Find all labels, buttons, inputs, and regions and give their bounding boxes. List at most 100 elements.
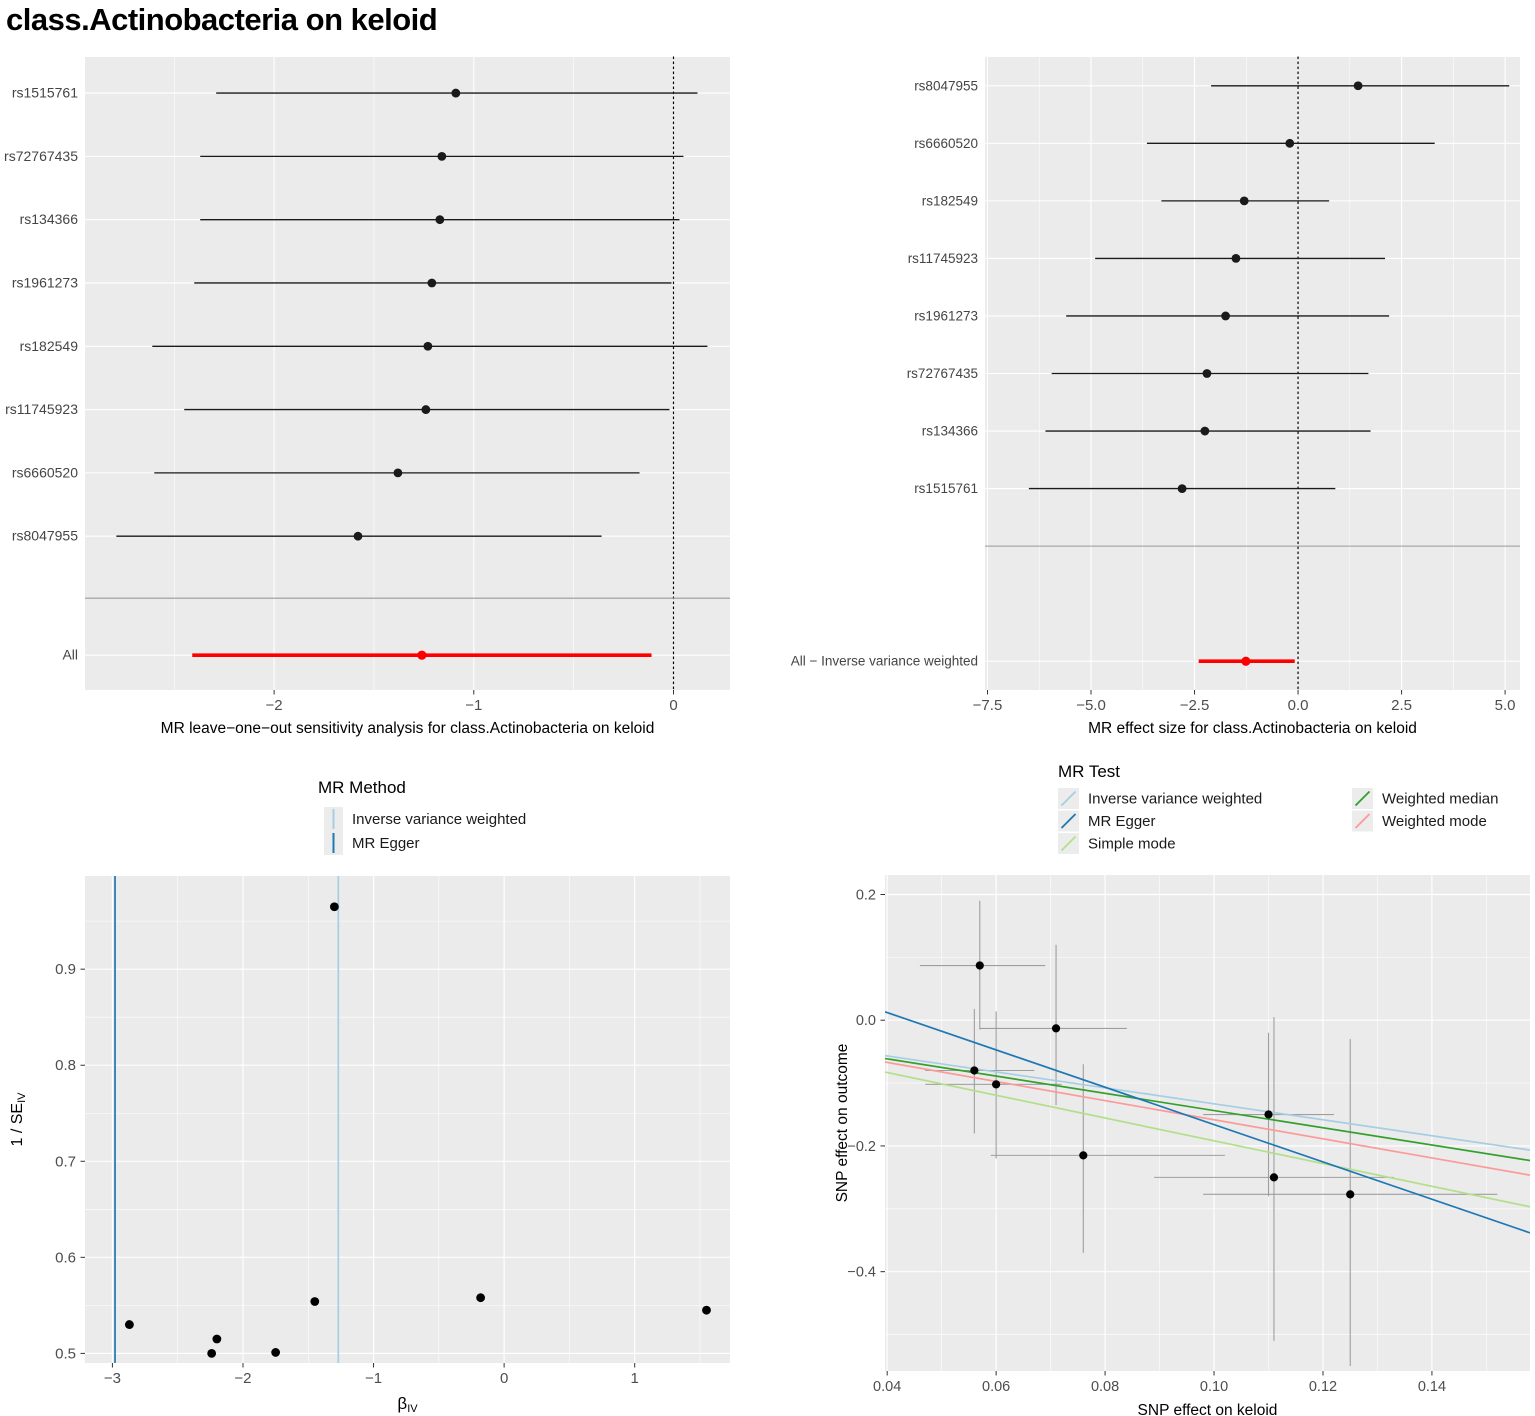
scatter-point (992, 1080, 1001, 1089)
x-tick-label: −3 (104, 1370, 121, 1387)
forest-row (116, 531, 602, 541)
forest-row (200, 215, 680, 225)
legend-title: MR Method (318, 778, 406, 797)
scatter-point (1051, 1024, 1061, 1033)
estimate-point (451, 88, 461, 98)
row-label: rs134366 (922, 424, 978, 439)
legend-item-label: MR Egger (352, 835, 420, 852)
estimate-point (437, 151, 447, 161)
row-label: rs1961273 (12, 274, 78, 290)
row-label: rs8047955 (914, 78, 978, 93)
forest-row (194, 278, 672, 288)
row-label: rs182549 (20, 338, 79, 354)
x-tick-label: 0 (669, 697, 677, 714)
forest-row (200, 151, 684, 161)
row-label: All − Inverse variance weighted (791, 654, 978, 669)
estimate-point (353, 531, 363, 541)
estimate-point (423, 341, 433, 351)
y-axis-title: SNP effect on outcome (834, 1044, 851, 1203)
estimate-point (1202, 369, 1212, 378)
x-tick-label: 0 (500, 1370, 508, 1387)
y-axis-title: 1 / SEIV (9, 1092, 28, 1147)
funnel-plot-panel: −3 −2 −1 0 1 0.5 0.6 0.7 0.8 0.9 βIV 1 / SEIV MR Met… (9, 778, 730, 1415)
row-label: rs72767435 (4, 148, 78, 164)
x-axis-title: βIV (397, 1394, 418, 1415)
legend-key-line (1354, 790, 1371, 807)
row-label: rs72767435 (907, 366, 978, 381)
x-tick-label: −2 (266, 697, 283, 714)
forest-row (154, 468, 640, 478)
scatter-point (975, 961, 984, 970)
x-tick-label: 2.5 (1391, 697, 1412, 714)
mr-test-line (885, 1054, 1530, 1151)
forest-row (1066, 311, 1390, 321)
funnel-point (124, 1320, 134, 1329)
row-label: rs1515761 (914, 481, 978, 496)
legend-item-label: Weighted median (1382, 791, 1498, 808)
estimate-point (393, 468, 403, 478)
y-tick-label: 0.9 (55, 961, 76, 978)
y-tick-label: 0.0 (856, 1013, 876, 1029)
forest-row (1045, 426, 1371, 436)
x-tick-label: 0.10 (1200, 1379, 1228, 1395)
forest-row (152, 341, 708, 351)
legend-key-line (1060, 813, 1077, 829)
row-label: rs11745923 (5, 401, 78, 417)
legend-item-label: Weighted mode (1382, 813, 1487, 830)
x-axis-title: MR effect size for class.Actinobacteria … (1088, 720, 1417, 737)
plot-background (85, 57, 730, 690)
funnel-point (476, 1293, 486, 1303)
x-tick-label: −5.0 (1076, 697, 1106, 714)
forest-row (1028, 484, 1336, 493)
estimate-point (417, 650, 427, 660)
mr-test-legend: MR Test Inverse variance weighted MR Egger… (1058, 762, 1498, 854)
scatter-point (970, 1066, 979, 1075)
forest-row (184, 405, 670, 414)
forest-row (1211, 81, 1510, 91)
legend-key-line (1060, 835, 1077, 852)
estimate-point (435, 215, 445, 225)
row-label: rs6660520 (914, 136, 978, 151)
x-tick-label: −2 (234, 1370, 251, 1387)
estimate-point (421, 405, 431, 414)
legend-item-label: MR Egger (1088, 813, 1156, 830)
x-tick-label: 1 (631, 1370, 639, 1387)
x-tick-label: −2.5 (1180, 697, 1210, 714)
mr-test-line (885, 1061, 1530, 1176)
row-label: rs1961273 (914, 308, 978, 323)
y-tick-label: 0.5 (55, 1345, 76, 1362)
y-tick-label: −0.4 (847, 1265, 876, 1281)
x-tick-label: −1 (465, 697, 482, 714)
legend-item-label: Inverse variance weighted (1088, 791, 1262, 808)
effect-size-forest-panel: rs8047955 rs6660520 rs182549 rs11745923 rs19… (791, 56, 1520, 737)
y-tick-label: 0.6 (55, 1249, 76, 1266)
scatter-point (1269, 1173, 1279, 1182)
estimate-point (1221, 311, 1230, 321)
row-label: rs11745923 (908, 251, 978, 266)
x-axis-title: SNP effect on keloid (1138, 1402, 1278, 1416)
y-tick-label: 0.8 (55, 1057, 76, 1074)
row-label: rs1515761 (12, 85, 78, 101)
forest-row (1198, 656, 1295, 666)
funnel-point (271, 1348, 281, 1357)
y-tick-label: 0.7 (55, 1153, 76, 1170)
mr-method-legend: MR Method Inverse variance weighted MR Egg… (318, 778, 526, 855)
scatter-plot-panel: 0.04 0.06 0.08 0.10 0.12 0.14 0.2 0.0 −0.2 −0.4 SN… (834, 762, 1530, 1416)
x-tick-label: 0.0 (1288, 697, 1309, 714)
row-label: rs182549 (922, 193, 978, 208)
forest-row (192, 650, 652, 660)
x-axis-title: MR leave−one−out sensitivity analysis fo… (161, 720, 655, 737)
row-label: rs6660520 (12, 464, 78, 480)
y-tick-label: 0.2 (856, 887, 876, 903)
funnel-point (207, 1348, 217, 1358)
legend-item-label: Simple mode (1088, 836, 1176, 853)
estimate-point (1241, 656, 1251, 666)
figure-title: class.Actinobacteria on keloid (6, 2, 438, 37)
x-tick-label: 0.14 (1418, 1379, 1446, 1395)
x-tick-label: 0.08 (1091, 1379, 1119, 1395)
estimate-point (1239, 196, 1249, 206)
plot-background (85, 876, 730, 1363)
x-tick-label: 5.0 (1495, 697, 1516, 714)
legend-key-line (1060, 790, 1077, 807)
estimate-point (1231, 254, 1241, 263)
